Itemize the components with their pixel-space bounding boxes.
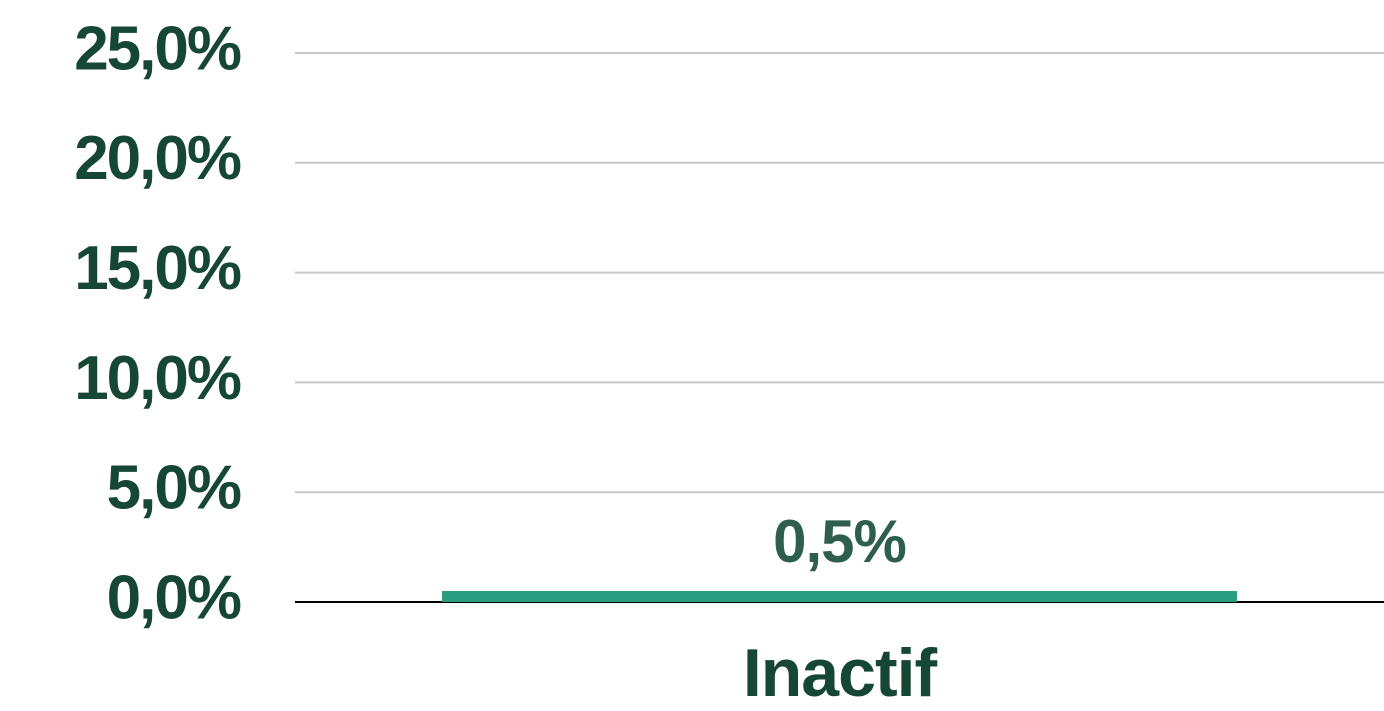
y-tick-label: 10,0%: [74, 344, 241, 413]
y-tick-label: 5,0%: [107, 454, 241, 523]
y-tick-label: 0,0%: [107, 563, 241, 632]
y-tick-label: 20,0%: [74, 124, 241, 193]
x-tick-label: Inactif: [743, 635, 938, 711]
value-label: 0,5%: [773, 508, 906, 575]
bar: [442, 591, 1237, 602]
y-tick-label: 15,0%: [74, 234, 241, 303]
y-tick-label: 25,0%: [74, 14, 241, 83]
